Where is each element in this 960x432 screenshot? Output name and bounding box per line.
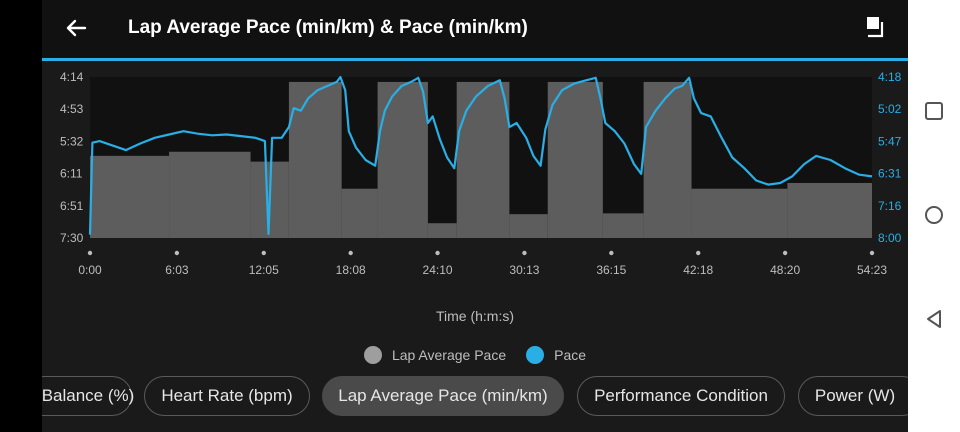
y-left-tick-label: 6:11 <box>60 167 83 181</box>
screen-edge-left <box>0 0 42 432</box>
system-back-button[interactable] <box>922 307 946 331</box>
x-tick-label: 6:03 <box>165 263 189 277</box>
recents-square-icon <box>925 102 943 120</box>
legend-item-pace: Pace <box>526 346 586 364</box>
right-y-axis: 4:18 5:02 5:47 6:31 7:16 8:00 <box>878 70 902 245</box>
x-tick-label: 24:10 <box>423 263 453 277</box>
x-tick-label: 42:18 <box>683 263 713 277</box>
page-title: Lap Average Pace (min/km) & Pace (min/km… <box>128 17 528 38</box>
y-right-tick-label: 5:02 <box>878 102 902 116</box>
chart-canvas: 4:14 4:53 5:32 6:11 6:51 7:30 4:18 5:02 5:47 6:3… <box>60 70 902 277</box>
chip-heart-rate[interactable]: Heart Rate (bpm) <box>144 376 310 416</box>
top-app-bar: Lap Average Pace (min/km) & Pace (min/km… <box>42 0 908 58</box>
left-y-axis: 4:14 4:53 5:32 6:11 6:51 7:30 <box>60 70 84 245</box>
lap-bar <box>691 188 788 238</box>
chip-power[interactable]: Power (W) <box>798 376 908 416</box>
legend-label-lap: Lap Average Pace <box>391 347 507 363</box>
x-tick-dot <box>609 250 614 256</box>
lap-bar <box>547 81 603 238</box>
back-button[interactable] <box>62 14 90 42</box>
lap-bar <box>427 223 457 238</box>
x-tick-label: 30:13 <box>509 263 539 277</box>
y-right-tick-label: 6:31 <box>878 167 902 181</box>
pace-series <box>88 75 873 235</box>
y-left-tick-label: 7:30 <box>60 231 84 245</box>
lap-bar <box>456 81 510 238</box>
x-tick-dot <box>869 250 875 256</box>
back-triangle-icon <box>927 310 941 328</box>
home-circle-icon <box>925 206 943 224</box>
pace-line <box>88 75 873 235</box>
arrow-left-icon <box>66 19 87 37</box>
x-tick-label: 54:23 <box>857 263 887 277</box>
expand-button[interactable] <box>866 16 888 38</box>
x-tick-dot <box>174 250 180 256</box>
x-tick-dot <box>782 250 788 256</box>
x-axis: 0:00 6:03 12:05 18:08 24:10 30:13 36:15 42:18 48… <box>78 250 887 277</box>
x-tick-label: 18:08 <box>336 263 366 277</box>
chip-lap-average-pace[interactable]: Lap Average Pace (min/km) <box>322 376 564 416</box>
x-tick-label: 48:20 <box>770 263 800 277</box>
chip-performance-condition[interactable]: Performance Condition <box>577 376 785 416</box>
x-tick-dot <box>87 250 93 256</box>
y-right-tick-label: 5:47 <box>878 134 902 148</box>
x-tick-label: 0:00 <box>78 263 102 277</box>
y-left-tick-label: 6:51 <box>60 199 84 213</box>
y-right-tick-label: 7:16 <box>878 199 902 213</box>
x-tick-label: 12:05 <box>249 263 279 277</box>
lap-bar <box>341 188 378 238</box>
lap-bars <box>90 77 872 238</box>
lap-bar <box>377 81 428 238</box>
lap-bar <box>787 182 872 238</box>
x-axis-title: Time (h:m:s) <box>435 308 515 324</box>
home-button[interactable] <box>922 203 946 227</box>
lap-bar <box>90 155 170 238</box>
header-accent-line <box>42 58 908 61</box>
x-tick-dot <box>696 250 701 256</box>
y-left-tick-label: 5:32 <box>60 134 84 148</box>
chart-legend: Lap Average Pace Pace <box>42 344 908 366</box>
lap-bar <box>509 214 548 238</box>
lap-bar <box>602 213 644 238</box>
pace-chart[interactable]: 4:14 4:53 5:32 6:11 6:51 7:30 4:18 5:02 5:47 6:3… <box>42 61 908 341</box>
lap-bar <box>169 151 251 238</box>
x-tick-dot <box>348 250 353 256</box>
lap-bar <box>643 81 692 238</box>
expand-icon <box>867 17 884 38</box>
legend-swatch-pace <box>526 346 545 364</box>
x-tick-label: 36:15 <box>596 263 626 277</box>
y-left-tick-label: 4:53 <box>60 102 84 116</box>
y-left-tick-label: 4:14 <box>60 70 84 84</box>
metric-chip-row: Balance (%) Heart Rate (bpm) Lap Average… <box>42 376 908 420</box>
system-navigation-bar <box>908 0 960 432</box>
legend-swatch-lap <box>363 346 382 364</box>
chip-balance[interactable]: Balance (%) <box>42 376 134 416</box>
x-tick-dot <box>435 250 440 256</box>
recents-button[interactable] <box>922 99 946 123</box>
x-tick-dot <box>522 250 527 256</box>
x-tick-dot <box>261 250 266 256</box>
legend-label-pace: Pace <box>554 347 587 363</box>
y-right-tick-label: 4:18 <box>878 70 902 84</box>
app-screen: Lap Average Pace (min/km) & Pace (min/km… <box>42 0 908 432</box>
lap-bar <box>288 81 342 238</box>
legend-item-lap-average-pace: Lap Average Pace <box>363 346 507 364</box>
y-right-tick-label: 8:00 <box>878 231 902 245</box>
